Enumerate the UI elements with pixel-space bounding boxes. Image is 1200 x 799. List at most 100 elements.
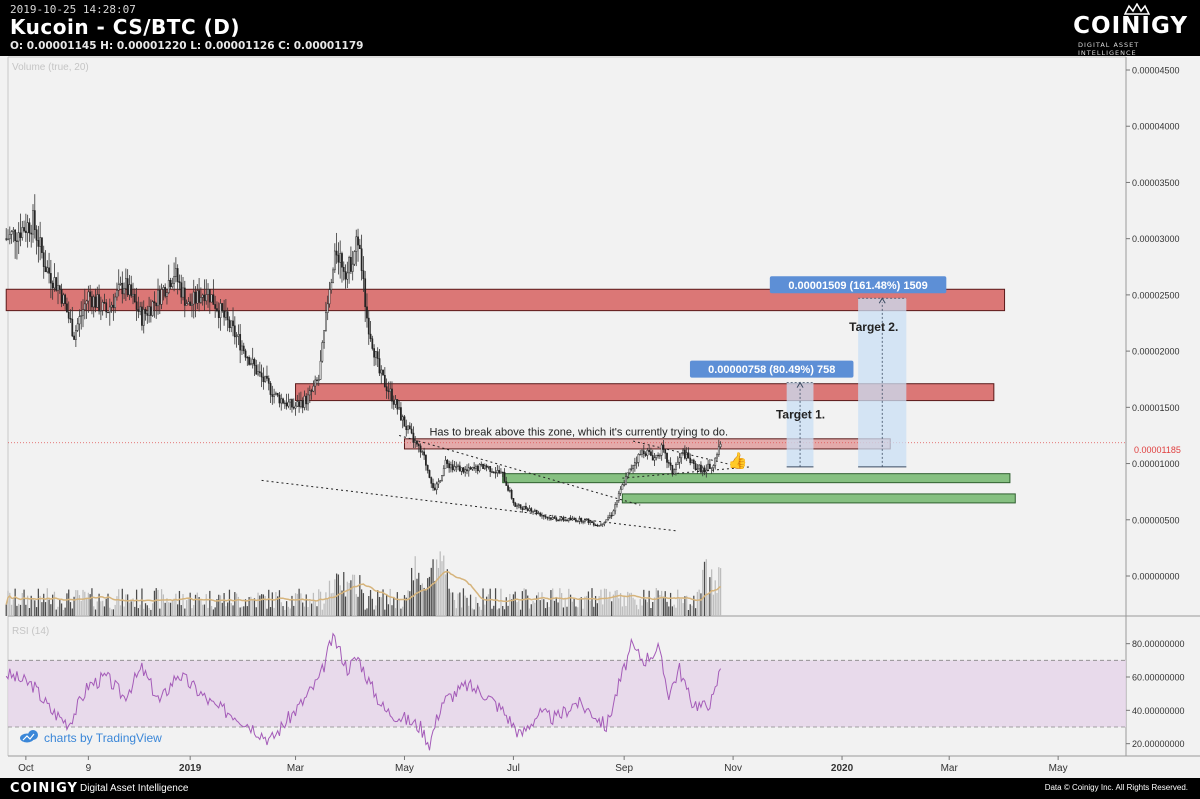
candle-body: [212, 294, 215, 305]
candle-body: [76, 323, 79, 331]
candle-body: [283, 402, 286, 405]
volume-bar: [18, 603, 20, 616]
volume-bar: [407, 590, 409, 616]
volume-bar: [50, 604, 52, 616]
candle-body: [348, 257, 350, 274]
volume-bar: [289, 608, 291, 616]
candle-body: [114, 296, 117, 308]
volume-bar: [218, 594, 220, 616]
chart-area[interactable]: 👍 0.00000758 (80.49%) 758 0.00001509 (161…: [0, 56, 1200, 778]
measurement-box: [786, 382, 814, 467]
candle-body: [294, 405, 297, 409]
candle-body: [582, 521, 584, 523]
candle-body: [242, 345, 245, 352]
candle-body: [83, 303, 86, 310]
candle-body: [410, 428, 413, 434]
candle-body: [630, 468, 633, 470]
volume-bar: [193, 604, 195, 616]
candle-body: [360, 248, 363, 271]
header-bar: 2019-10-25 14:28:07 Kucoin - CS/BTC (D) …: [0, 0, 1200, 57]
volume-bar: [325, 592, 327, 616]
volume-bar: [459, 592, 461, 616]
candle-body: [391, 388, 393, 402]
volume-bar: [684, 596, 686, 616]
candle-body: [141, 306, 143, 326]
volume-bar: [507, 605, 509, 616]
candle-body: [491, 471, 493, 473]
volume-bar: [707, 594, 709, 616]
candle-body: [542, 515, 545, 517]
price-tick-label: 0.00001500: [1132, 403, 1180, 413]
volume-bar: [548, 606, 550, 616]
price-tick-label: 0.00001000: [1132, 459, 1180, 469]
volume-bar: [702, 569, 704, 616]
volume-bar: [496, 609, 498, 616]
volume-bar: [694, 608, 697, 616]
candle-body: [673, 469, 676, 475]
candle-body: [121, 282, 124, 295]
candle-body: [135, 301, 138, 310]
volume-bar: [87, 592, 89, 616]
volume-bar: [166, 598, 168, 616]
candle-body: [378, 358, 381, 374]
candle-body: [421, 451, 424, 453]
candle-body: [621, 484, 624, 490]
candle-body: [44, 266, 47, 273]
tradingview-badge[interactable]: charts by TradingView: [20, 730, 162, 745]
candle-body: [625, 476, 627, 485]
volume-bar: [432, 559, 434, 616]
volume-bar: [173, 598, 175, 616]
volume-bar: [271, 592, 273, 616]
volume-bar: [41, 602, 43, 616]
candle-body: [262, 376, 265, 383]
candle-body: [42, 252, 45, 267]
volume-bar: [150, 609, 152, 616]
volume-bar: [198, 597, 200, 616]
candle-body: [364, 278, 367, 308]
volume-bar: [153, 590, 156, 616]
volume-bar: [409, 591, 411, 616]
volume-bar: [73, 596, 75, 616]
candle-body: [62, 294, 65, 304]
candle-body: [203, 294, 206, 302]
candle-body: [533, 509, 536, 512]
volume-bar: [180, 605, 182, 616]
candle-body: [82, 309, 84, 316]
candle-body: [416, 440, 418, 445]
candle-body: [33, 210, 36, 230]
candle-body: [237, 334, 240, 337]
candle-body: [651, 455, 654, 461]
volume-bar: [100, 601, 102, 616]
candle-body: [358, 244, 361, 249]
candle-body: [217, 310, 220, 318]
candle-body: [317, 379, 320, 381]
candle-body: [366, 306, 368, 319]
volume-bar: [252, 598, 254, 616]
candle-body: [210, 294, 213, 303]
volume-bar: [553, 600, 556, 616]
rsi-tick-label: 60.00000000: [1132, 673, 1185, 683]
candle-body: [235, 335, 238, 338]
candle-body: [28, 222, 31, 234]
candle-body: [126, 278, 129, 296]
volume-bar: [264, 595, 266, 616]
volume-bar: [689, 604, 691, 616]
volume-bar: [441, 561, 443, 616]
volume-bar: [277, 596, 279, 616]
price-chart[interactable]: 👍 0.00000758 (80.49%) 758 0.00001509 (161…: [0, 56, 1200, 778]
candle-body: [494, 472, 497, 474]
candle-body: [12, 229, 15, 232]
candle-body: [639, 453, 642, 456]
candle-body: [175, 268, 177, 277]
candle-body: [55, 277, 58, 291]
volume-bar: [293, 605, 295, 616]
volume-bar: [80, 600, 82, 616]
volume-bar: [298, 588, 300, 616]
volume-bar: [14, 588, 16, 616]
volume-bar: [643, 589, 645, 616]
candle-body: [587, 518, 590, 523]
candle-body: [298, 401, 300, 407]
volume-bar: [700, 593, 702, 616]
volume-bar: [148, 607, 150, 616]
candle-body: [441, 475, 443, 481]
